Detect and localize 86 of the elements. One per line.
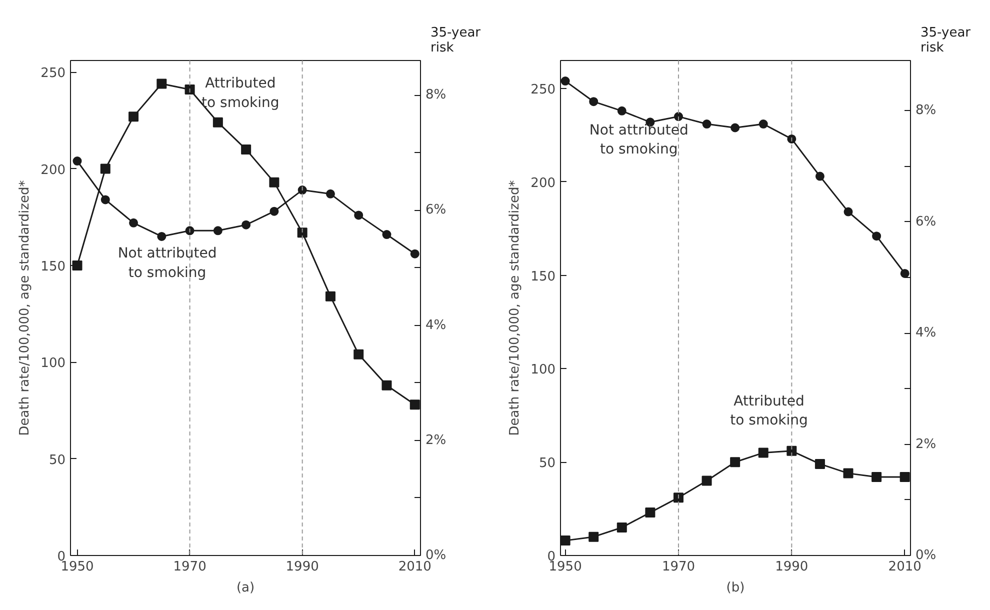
point [270, 206, 279, 216]
point [617, 106, 626, 116]
y-tick-label: 150 [40, 259, 66, 274]
point [815, 172, 824, 181]
point [325, 291, 336, 302]
point [72, 156, 82, 166]
point [297, 228, 308, 238]
point [616, 522, 627, 532]
point [326, 189, 335, 198]
point [702, 120, 712, 128]
point [730, 457, 740, 468]
point [674, 112, 683, 122]
series-label: Attributed to smoking [202, 76, 280, 111]
y-tick-label: 200 [530, 176, 556, 191]
y-tick-label: 50 [538, 456, 556, 472]
point [212, 117, 223, 128]
y2-tick-label: 8% [916, 103, 936, 118]
y-tick-label: 150 [530, 269, 556, 284]
point [157, 232, 166, 241]
x-tick-label: 1950 [60, 560, 94, 574]
point [354, 349, 364, 360]
point [787, 134, 796, 144]
y2-tick-label: 6% [916, 214, 936, 230]
point [100, 195, 110, 204]
y-axis-title: Death rate/100,000, age standardized* [508, 180, 523, 436]
point [382, 230, 392, 240]
point [410, 249, 420, 258]
point [185, 226, 194, 236]
point [730, 123, 740, 132]
y2-tick-label: 4% [426, 318, 446, 333]
point [900, 472, 910, 482]
point [184, 84, 195, 95]
point [241, 144, 252, 154]
y2-tick-label: 6% [426, 202, 446, 218]
point [156, 78, 167, 89]
point [298, 186, 307, 195]
text: (a) [236, 580, 255, 596]
x-tick-label: 1990 [286, 560, 319, 574]
point [758, 120, 768, 128]
point [872, 232, 882, 241]
point [72, 260, 82, 270]
point [843, 468, 854, 478]
y-tick-label: 200 [40, 162, 66, 178]
point [129, 218, 138, 228]
point [814, 458, 825, 469]
point [213, 226, 222, 236]
point [560, 536, 570, 546]
y2-tick-label: 8% [426, 88, 446, 103]
point [844, 207, 853, 216]
point [269, 177, 280, 188]
y2-tick-label: 2% [426, 432, 446, 448]
x-tick-label: 2010 [398, 560, 432, 574]
point [900, 268, 910, 278]
point [100, 164, 110, 174]
point [673, 492, 684, 503]
point [758, 448, 768, 458]
y-tick-label: 250 [530, 82, 556, 98]
y-tick-label: 100 [530, 362, 556, 378]
y2-axis-title: 35-year risk [920, 26, 972, 56]
y2-axis-title: 35-year risk [430, 26, 482, 56]
point [128, 112, 139, 122]
y-axis-title: Death rate/100,000, age standardized* [18, 180, 33, 436]
point [560, 76, 570, 86]
y-tick-label: 50 [48, 452, 66, 468]
x-tick-label: 2010 [888, 560, 922, 574]
point [382, 380, 392, 390]
text: (b) [726, 580, 745, 596]
series-label: Attributed to smoking [730, 393, 808, 428]
series-label: Not attributed to smoking [118, 246, 217, 281]
y-tick-label: 100 [40, 356, 66, 372]
point [872, 472, 882, 482]
point [589, 97, 598, 106]
x-tick-label: 1990 [775, 560, 808, 574]
point [702, 476, 712, 486]
x-tick-label: 1970 [662, 560, 696, 574]
y2-tick-label: 2% [916, 436, 936, 452]
series-label: Not attributed to smoking [589, 122, 688, 158]
point [645, 508, 656, 518]
y-tick-label: 250 [40, 66, 66, 82]
x-tick-label: 1970 [173, 560, 206, 574]
y2-tick-label: 4% [916, 326, 936, 341]
point [354, 210, 364, 220]
point [786, 446, 797, 456]
point [242, 220, 251, 230]
point [410, 400, 420, 410]
point [588, 532, 599, 542]
